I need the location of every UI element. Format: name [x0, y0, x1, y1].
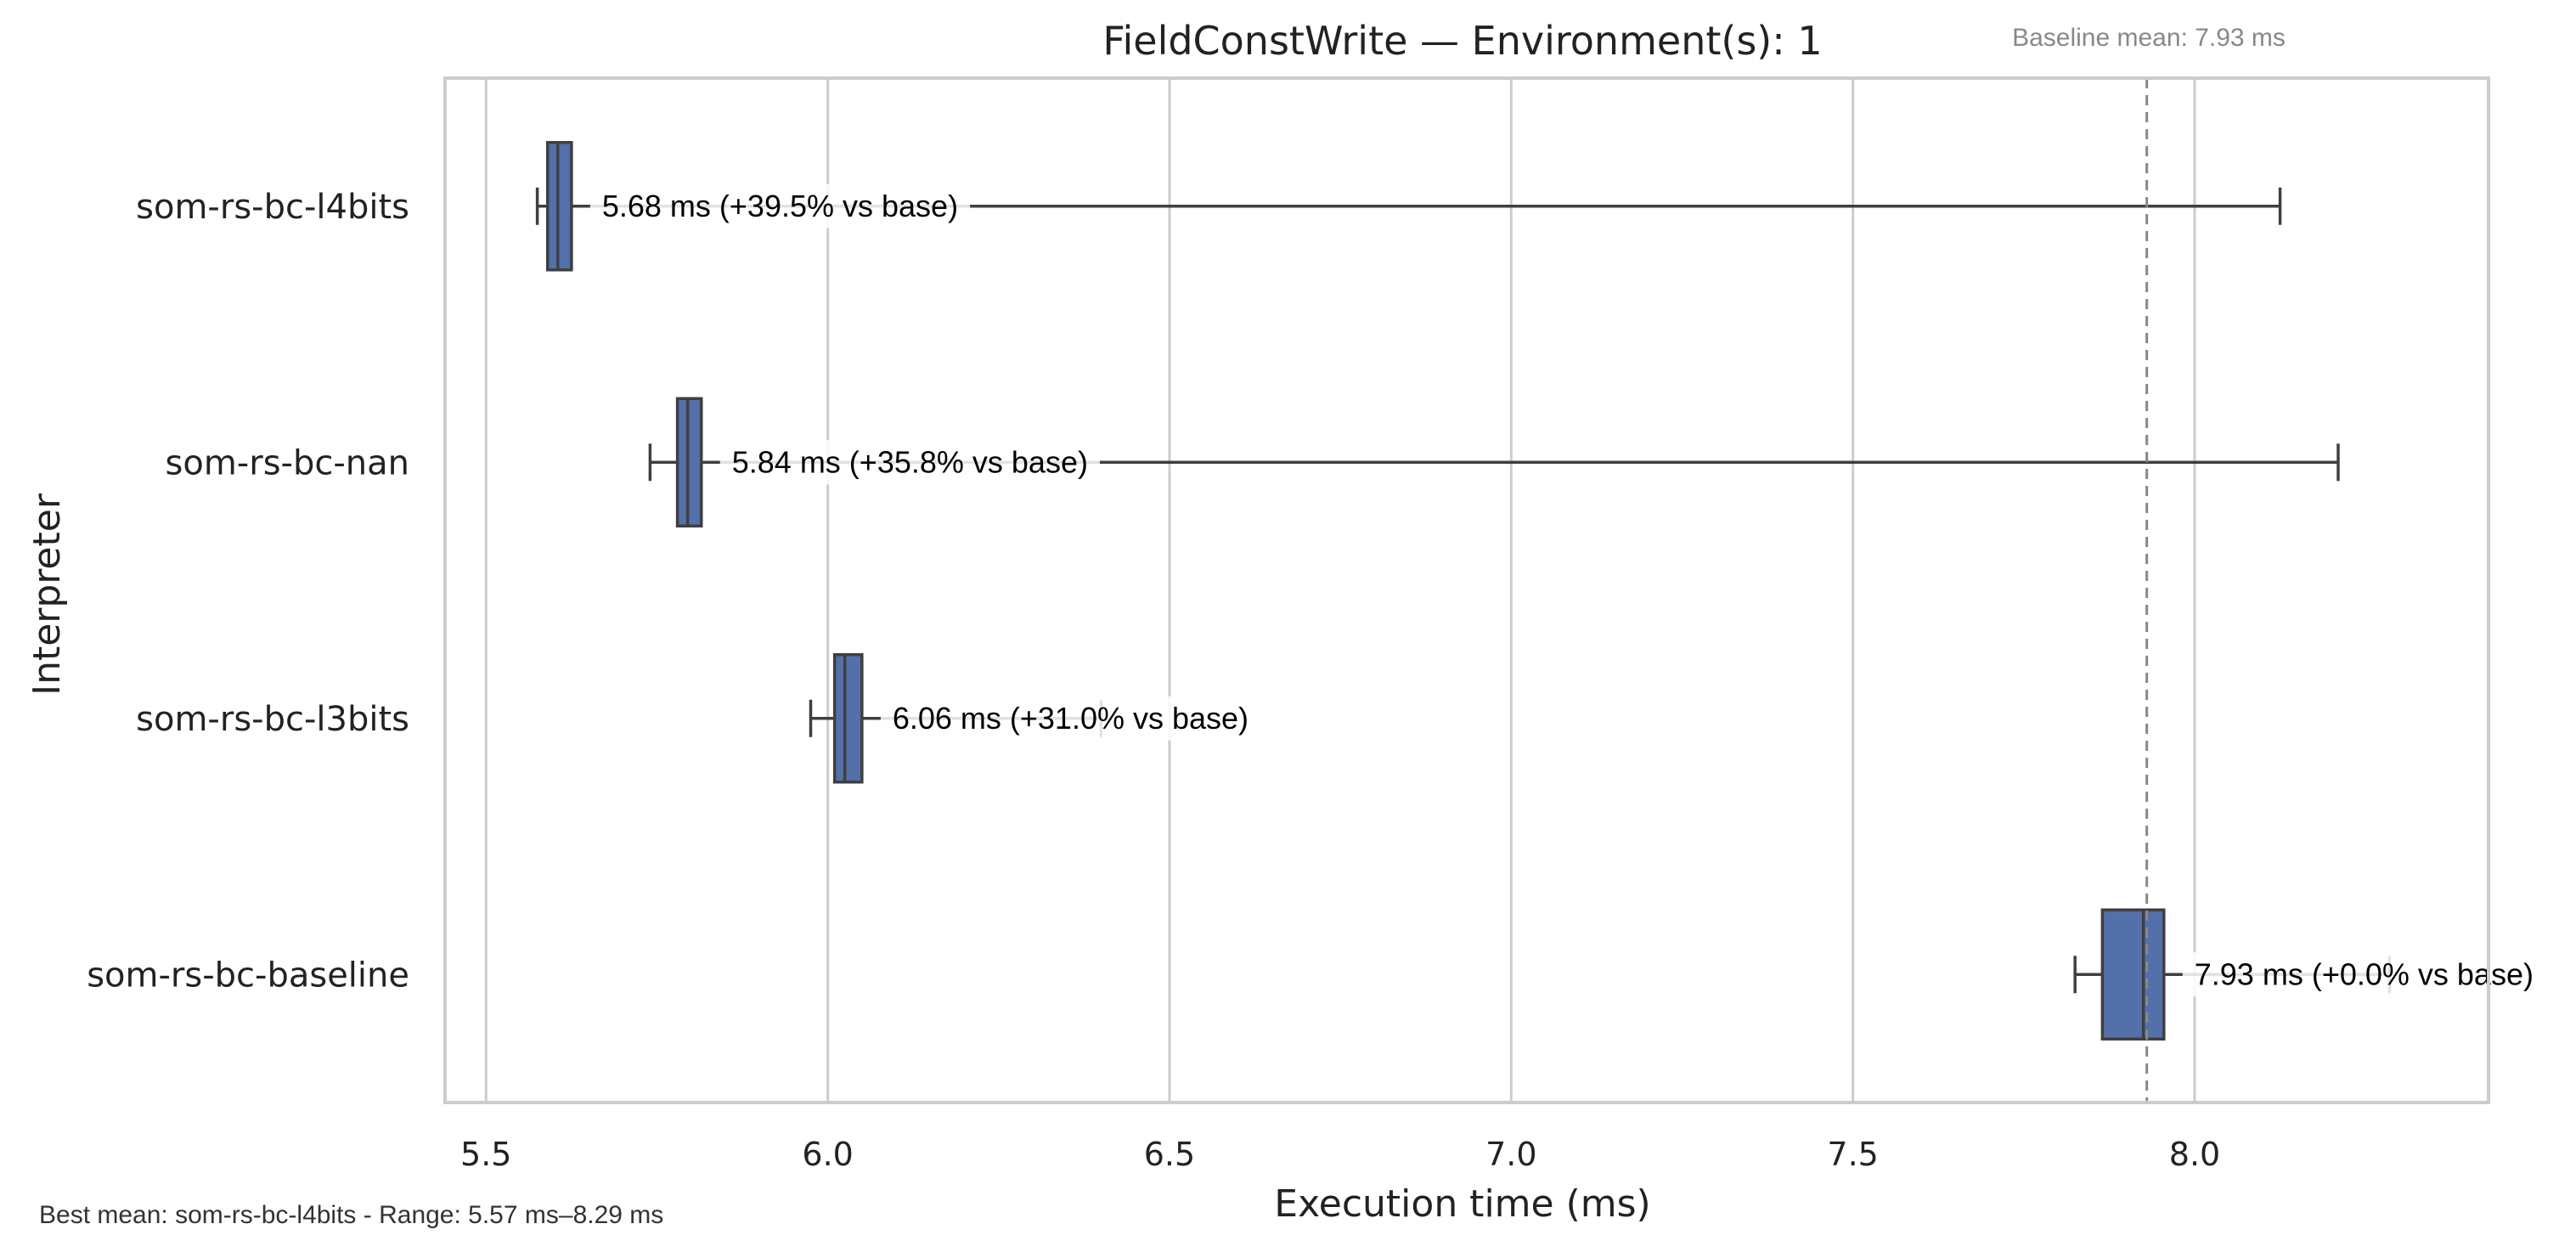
mean-annotation: 5.68 ms (+39.5% vs base): [602, 189, 958, 223]
y-tick-label: som-rs-bc-nan: [166, 443, 409, 482]
x-tick-label: 6.5: [1144, 1136, 1195, 1173]
annotation-som-rs-bc-l3bits: 6.06 ms (+31.0% vs base): [880, 696, 1261, 741]
mean-annotation: 7.93 ms (+0.0% vs base): [2195, 956, 2534, 991]
y-tick-label: som-rs-bc-baseline: [87, 956, 409, 995]
mean-annotations: 5.68 ms (+39.5% vs base) 5.84 ms (+35.8% …: [589, 183, 2545, 997]
annotation-background: [2182, 952, 2545, 997]
chart-title: FieldConstWrite — Environment(s): 1: [1102, 18, 1822, 64]
y-tick-label: som-rs-bc-l3bits: [136, 700, 409, 739]
plot-frame: [443, 76, 2490, 1104]
annotation-background: [589, 183, 971, 228]
x-tick-label: 8.0: [2169, 1136, 2220, 1173]
mean-annotation: 5.84 ms (+35.8% vs base): [732, 444, 1088, 479]
annotation-background: [880, 696, 1261, 741]
box-iqr: [832, 653, 864, 784]
x-axis-label: Execution time (ms): [1274, 1182, 1650, 1226]
mean-annotation: 6.06 ms (+31.0% vs base): [893, 701, 1249, 736]
y-tick-labels: som-rs-bc-l4bits som-rs-bc-nan som-rs-bc-l…: [87, 188, 409, 995]
box-iqr: [2100, 908, 2166, 1041]
x-tick-labels: 5.5 6.0 6.5 7.0 7.5 8.0: [460, 1136, 2220, 1173]
x-tick-label: 5.5: [460, 1136, 511, 1173]
annotation-som-rs-bc-baseline: 7.93 ms (+0.0% vs base): [2182, 952, 2545, 997]
x-tick-label: 7.0: [1485, 1136, 1536, 1173]
box-iqr: [545, 141, 573, 272]
y-tick-label: som-rs-bc-l4bits: [136, 188, 409, 227]
annotation-background: [719, 440, 1100, 485]
annotation-som-rs-bc-l4bits: 5.68 ms (+39.5% vs base): [589, 183, 971, 228]
annotation-som-rs-bc-nan: 5.84 ms (+35.8% vs base): [719, 440, 1100, 485]
box-iqr: [675, 397, 703, 527]
y-axis-label: Interpreter: [25, 493, 69, 696]
footer-note: Best mean: som-rs-bc-l4bits - Range: 5.5…: [39, 1201, 663, 1229]
x-gridlines: [484, 78, 2196, 1103]
baseline-mean-label: Baseline mean: 7.93 ms: [2012, 24, 2286, 52]
x-tick-label: 6.0: [802, 1136, 853, 1173]
x-tick-label: 7.5: [1827, 1136, 1878, 1173]
